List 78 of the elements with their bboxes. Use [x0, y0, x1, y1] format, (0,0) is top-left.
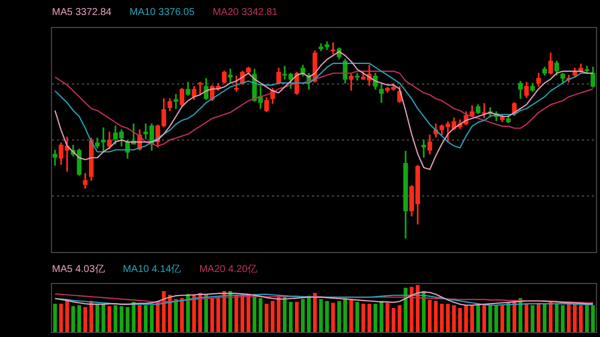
bar	[258, 298, 262, 332]
bar	[65, 300, 69, 332]
bar	[264, 304, 268, 332]
bar	[386, 302, 390, 332]
bar	[132, 302, 136, 332]
bar	[349, 300, 354, 332]
bar	[120, 306, 124, 332]
bar	[59, 304, 63, 332]
bar	[270, 300, 274, 332]
bar	[566, 304, 571, 332]
bar	[536, 302, 540, 332]
bar	[252, 294, 256, 332]
bar	[180, 298, 184, 332]
bar	[542, 304, 546, 332]
bar	[494, 305, 498, 332]
bar	[313, 292, 317, 332]
bar	[192, 294, 196, 332]
bar	[126, 307, 130, 332]
bar	[331, 302, 335, 332]
bar	[108, 306, 112, 332]
bar	[210, 298, 214, 332]
bar	[488, 305, 492, 332]
bar	[482, 305, 486, 332]
bar	[307, 296, 311, 332]
bar	[319, 299, 323, 332]
text: MA10 3376.05	[130, 7, 195, 18]
bar	[355, 302, 360, 332]
bar	[585, 305, 589, 332]
bar	[174, 299, 178, 332]
bar	[138, 305, 142, 332]
bar	[337, 300, 341, 332]
bar	[102, 304, 106, 332]
bar	[216, 298, 220, 332]
bar	[150, 305, 154, 332]
bar	[186, 294, 190, 332]
text: MA10 4.14亿	[122, 263, 182, 276]
bar	[440, 304, 444, 332]
bar	[300, 299, 305, 332]
bar	[591, 305, 595, 332]
bar	[470, 305, 474, 332]
text: MA20 3342.81	[212, 7, 278, 18]
bar	[343, 298, 348, 332]
bar	[446, 304, 450, 332]
bar	[398, 305, 402, 332]
bar	[198, 292, 202, 332]
bar	[325, 300, 329, 332]
candlestick	[330, 42, 336, 54]
text: MA5 4.03亿	[52, 263, 105, 276]
bar	[83, 307, 88, 332]
bar	[434, 300, 438, 332]
text: MA20 4.20亿	[199, 263, 258, 276]
bar	[500, 305, 504, 332]
bar	[572, 304, 577, 332]
bar	[367, 304, 372, 332]
bar	[77, 305, 82, 332]
bar	[114, 305, 118, 332]
bar	[361, 304, 366, 332]
bar	[464, 305, 468, 332]
bar	[380, 300, 384, 332]
bar	[144, 305, 148, 332]
bar	[524, 304, 528, 332]
bar	[71, 306, 76, 332]
candlestick	[52, 150, 58, 166]
bar	[458, 308, 462, 332]
text: MA5 3372.84	[52, 7, 112, 18]
bar	[392, 308, 396, 332]
bar	[560, 305, 565, 332]
bar	[530, 305, 534, 332]
bar	[452, 305, 456, 332]
bar	[579, 305, 583, 332]
bar	[404, 288, 408, 332]
bar	[428, 300, 432, 332]
bar	[240, 294, 244, 332]
bar	[554, 304, 559, 332]
bar	[294, 302, 299, 332]
bar	[53, 304, 57, 332]
bar	[374, 304, 378, 332]
bar	[288, 302, 293, 332]
